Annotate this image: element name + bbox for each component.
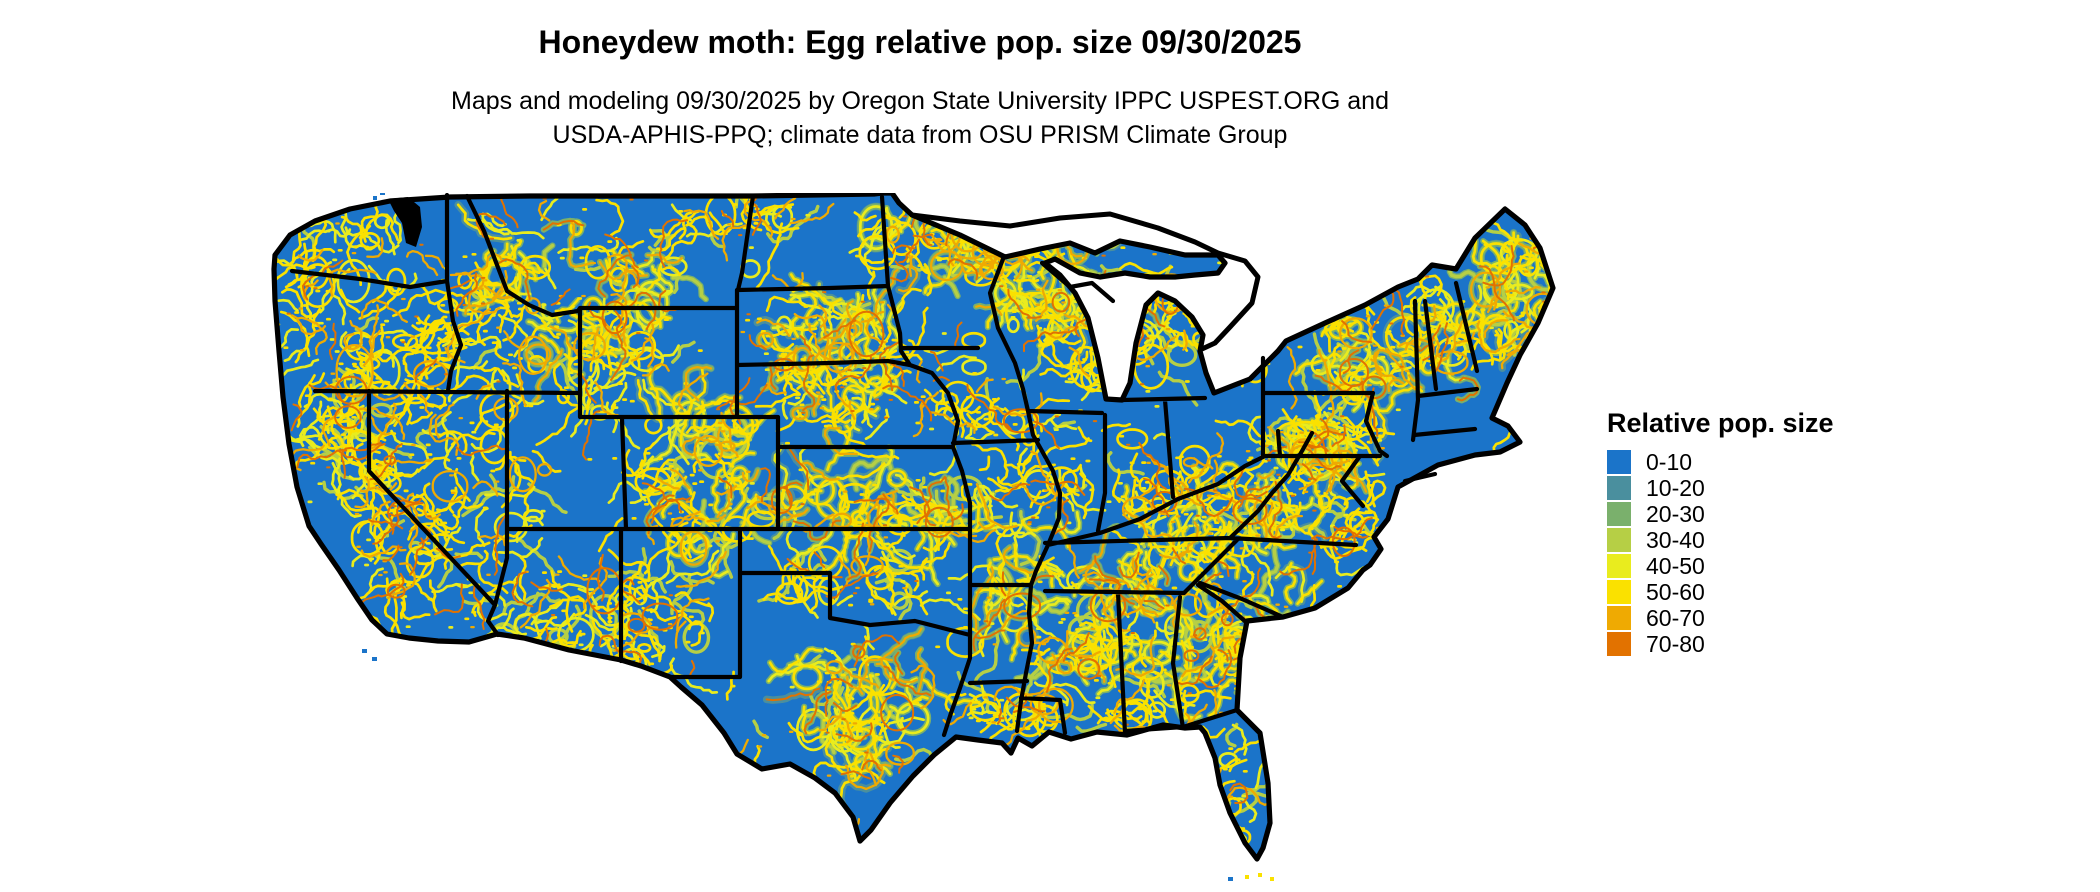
puget-sound [388, 197, 422, 247]
legend-title: Relative pop. size [1607, 408, 1834, 438]
legend-swatch [1607, 528, 1631, 552]
legend-row: 30-40 [1607, 527, 1834, 553]
legend-row: 10-20 [1607, 475, 1834, 501]
legend-row: 70-80 [1607, 631, 1834, 657]
legend-row: 50-60 [1607, 579, 1834, 605]
map-container [270, 190, 1560, 892]
figure-subtitle: Maps and modeling 09/30/2025 by Oregon S… [0, 84, 1840, 152]
florida-keys-dots [1245, 873, 1274, 881]
figure-subtitle-line2: USDA-APHIS-PPQ; climate data from OSU PR… [552, 121, 1288, 149]
legend-rows: 0-10 10-20 20-30 30-40 40-50 50-60 60-70 70-80 [1607, 449, 1834, 657]
us-outline [271, 190, 1556, 862]
legend-label: 70-80 [1646, 630, 1705, 657]
map-raster-layer [274, 193, 1553, 859]
legend-label: 60-70 [1646, 604, 1705, 631]
legend-swatch [1607, 580, 1631, 604]
legend-row: 20-30 [1607, 501, 1834, 527]
legend-swatch [1607, 554, 1631, 578]
legend-swatch [1607, 606, 1631, 630]
us-map [271, 190, 1556, 881]
canada-border-line [909, 211, 1261, 352]
legend: Relative pop. size 0-10 10-20 20-30 30-40 40… [1607, 408, 1834, 657]
figure-title: Honeydew moth: Egg relative pop. size 09… [538, 24, 1302, 60]
legend-swatch [1607, 450, 1631, 474]
legend-label: 20-30 [1646, 500, 1705, 527]
legend-label: 0-10 [1646, 448, 1693, 475]
legend-swatch [1607, 502, 1631, 526]
legend-swatch [1607, 476, 1631, 500]
offshore-island-dots [362, 191, 1233, 881]
legend-label: 10-20 [1646, 474, 1705, 501]
figure-subtitle-line1: Maps and modeling 09/30/2025 by Oregon S… [451, 87, 1389, 115]
legend-label: 30-40 [1646, 526, 1705, 553]
legend-row: 40-50 [1607, 553, 1834, 579]
state-borders [289, 192, 1480, 738]
legend-row: 60-70 [1607, 605, 1834, 631]
legend-label: 50-60 [1646, 578, 1705, 605]
legend-label: 40-50 [1646, 552, 1705, 579]
legend-swatch [1607, 632, 1631, 656]
legend-row: 0-10 [1607, 449, 1834, 475]
